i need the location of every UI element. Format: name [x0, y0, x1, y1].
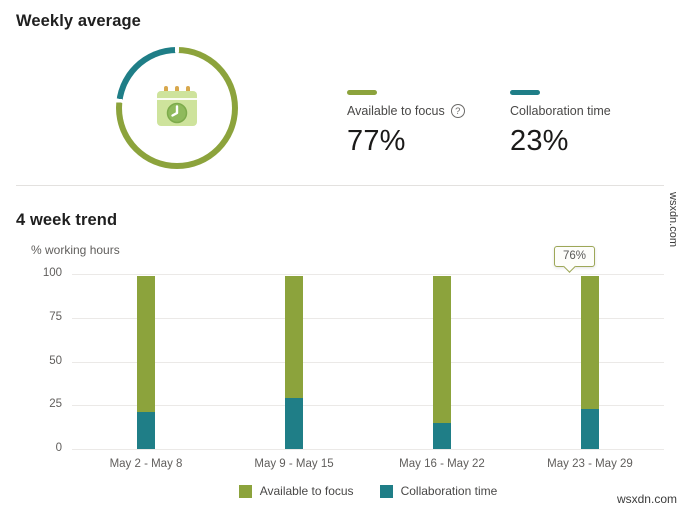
x-tick-label: May 16 - May 22: [399, 458, 485, 470]
y-tick-label: 100: [42, 267, 62, 279]
stat-collaboration-time: Collaboration time 23%: [510, 90, 660, 158]
focus-color-swatch: [347, 90, 377, 95]
bar-segment-collaboration-time[interactable]: [285, 398, 303, 449]
bar-segment-collaboration-time[interactable]: [137, 412, 155, 449]
gridline-0: [72, 449, 664, 450]
legend-item-collaboration-time: Collaboration time: [379, 484, 498, 498]
help-icon[interactable]: ?: [450, 104, 465, 118]
collaboration-legend-swatch: [379, 484, 393, 498]
collaboration-legend-label: Collaboration time: [400, 484, 498, 498]
section-divider: [16, 185, 664, 186]
watermark-vertical: wsxdn.com: [667, 192, 679, 248]
gridline-100: [72, 274, 664, 275]
stat-available-to-focus: Available to focus ? 77%: [347, 90, 497, 158]
focus-stat-label: Available to focus: [347, 104, 445, 118]
donut-chart: [116, 47, 238, 169]
calendar-clock-icon: [152, 84, 202, 132]
gridline-50: [72, 361, 664, 363]
y-tick-label: 50: [49, 354, 62, 367]
chart-legend: Available to focus Collaboration time: [72, 484, 664, 498]
x-tick-label: May 9 - May 15: [254, 458, 334, 470]
bar-tooltip: 76%: [554, 246, 596, 267]
collaboration-stat-value: 23%: [510, 125, 569, 157]
bar-segment-available-to-focus[interactable]: [581, 275, 599, 409]
focus-legend-swatch: [238, 484, 252, 498]
y-axis-title: % working hours: [31, 243, 120, 257]
plot-area: 76% 0 25 50 75 100 May 2 - May 8 May 9 - May 1…: [43, 246, 664, 470]
trend-title: 4 week trend: [16, 211, 118, 229]
bar-segment-available-to-focus[interactable]: [433, 275, 451, 423]
bar-segment-collaboration-time[interactable]: [581, 408, 599, 449]
gridline-25: [72, 405, 664, 407]
bar-segment-available-to-focus[interactable]: [137, 275, 155, 413]
x-tick-label: May 23 - May 29: [547, 458, 633, 470]
legend-item-available-to-focus: Available to focus: [238, 484, 354, 498]
y-tick-label: 25: [49, 398, 62, 411]
focus-legend-label: Available to focus: [259, 484, 354, 498]
focus-stat-value: 77%: [347, 125, 406, 157]
bar-segment-collaboration-time[interactable]: [433, 422, 451, 449]
gridline-75: [72, 317, 664, 319]
weekly-average-title: Weekly average: [16, 12, 141, 30]
collaboration-stat-label: Collaboration time: [510, 104, 611, 118]
y-tick-label: 0: [55, 442, 62, 454]
y-tick-label: 75: [49, 310, 62, 323]
x-tick-label: May 2 - May 8: [109, 458, 183, 470]
collaboration-color-swatch: [510, 90, 540, 95]
watermark: wsxdn.com: [616, 492, 677, 506]
bar-segment-available-to-focus[interactable]: [285, 275, 303, 399]
